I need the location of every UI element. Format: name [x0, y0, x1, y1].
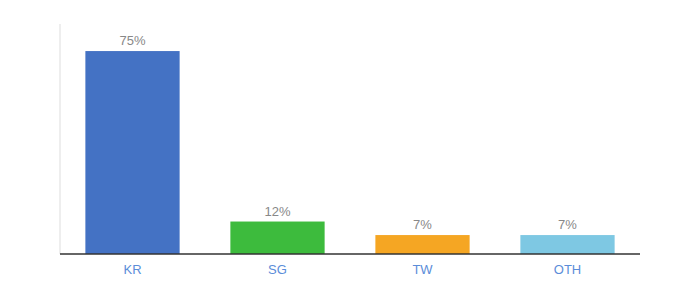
bar — [375, 235, 469, 254]
y-axis-line — [60, 24, 61, 254]
bar — [230, 222, 324, 254]
x-tick-label: KR — [123, 262, 141, 277]
bar — [85, 51, 179, 254]
bar — [520, 235, 614, 254]
data-label: 7% — [558, 217, 577, 232]
data-label: 7% — [413, 217, 432, 232]
x-tick-label: SG — [268, 262, 287, 277]
x-axis-line — [60, 253, 640, 255]
data-label: 75% — [119, 33, 145, 48]
bars — [85, 51, 614, 254]
chart-container: 75% 12% 7% 7% KR SG TW OTH — [0, 0, 680, 300]
chart-svg: 75% 12% 7% 7% KR SG TW OTH — [0, 0, 680, 300]
x-tick-label: OTH — [554, 262, 581, 277]
x-tick-label: TW — [412, 262, 433, 277]
data-label: 12% — [264, 204, 290, 219]
